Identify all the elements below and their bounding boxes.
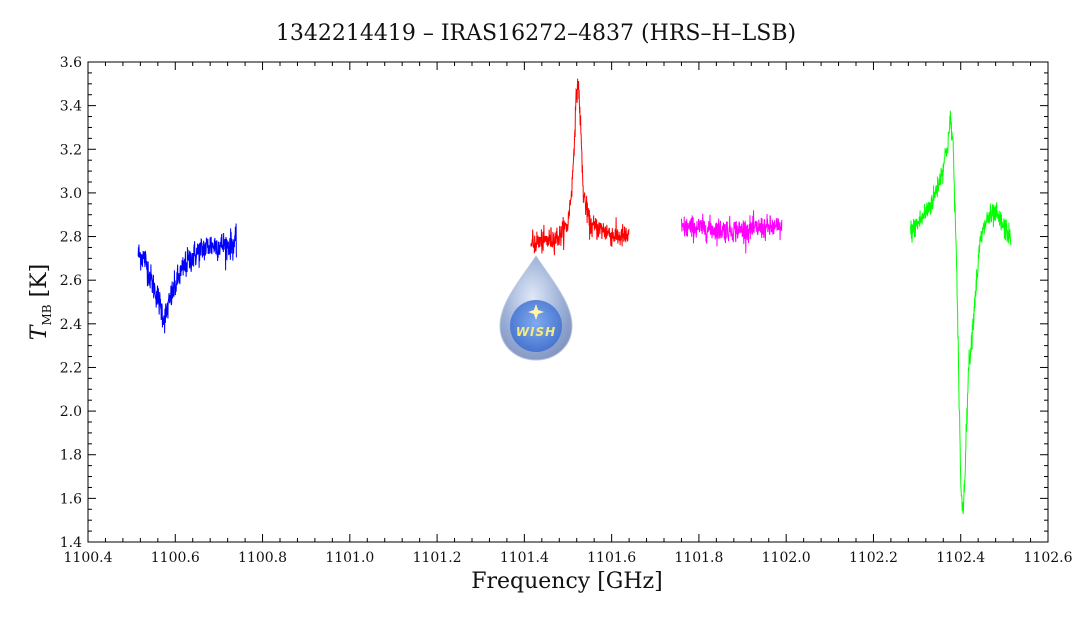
series-line-4 bbox=[910, 110, 1012, 515]
plot-frame bbox=[87, 61, 1049, 543]
y-tick-label: 2.6 bbox=[60, 273, 82, 289]
y-tick-label: 2.2 bbox=[60, 360, 82, 376]
x-tick-label: 1101.8 bbox=[674, 550, 723, 566]
x-axis-ticks: 1100.4 1100.6 1100.8 1101.0 1101.2 1101.4 1101… bbox=[64, 62, 1072, 566]
y-tick-label: 2.4 bbox=[60, 317, 82, 333]
x-tick-label: 1100.6 bbox=[151, 550, 200, 566]
series-line-3 bbox=[680, 210, 783, 254]
wish-logo: WISH bbox=[499, 255, 573, 361]
x-tick-label: 1102.0 bbox=[762, 550, 811, 566]
x-tick-label: 1102.2 bbox=[849, 550, 898, 566]
star-icon bbox=[528, 304, 544, 320]
y-axis-ticks: 1.4 1.6 1.8 2.0 2.2 2.4 2.6 2.8 3.0 3.2 3.4 3.6 bbox=[60, 55, 1048, 551]
y-tick-label: 3.6 bbox=[60, 55, 82, 71]
x-axis-label: Frequency [GHz] bbox=[471, 569, 663, 594]
x-tick-label: 1100.4 bbox=[64, 550, 113, 566]
x-tick-label: 1100.8 bbox=[238, 550, 287, 566]
x-tick-label: 1102.4 bbox=[936, 550, 985, 566]
series-line-1 bbox=[137, 223, 237, 334]
x-tick-label: 1101.2 bbox=[413, 550, 462, 566]
series-line-2 bbox=[530, 78, 630, 256]
x-tick-label: 1101.4 bbox=[500, 550, 549, 566]
y-tick-label: 1.6 bbox=[60, 491, 82, 507]
chart-title: 1342214419 – IRAS16272–4837 (HRS–H–LSB) bbox=[276, 21, 796, 46]
y-tick-label: 3.4 bbox=[60, 99, 82, 115]
y-axis-label: TMB [K] bbox=[27, 264, 54, 340]
x-tick-label: 1101.0 bbox=[325, 550, 374, 566]
x-tick-label: 1101.6 bbox=[587, 550, 636, 566]
y-tick-label: 1.4 bbox=[60, 535, 82, 551]
plot-series bbox=[137, 78, 1012, 515]
y-tick-label: 1.8 bbox=[60, 448, 82, 464]
y-tick-label: 2.0 bbox=[60, 404, 82, 420]
y-tick-label: 3.0 bbox=[60, 186, 82, 202]
y-tick-label: 3.2 bbox=[60, 142, 82, 158]
wish-logo-text: WISH bbox=[516, 325, 556, 339]
y-tick-label: 2.8 bbox=[60, 230, 82, 246]
x-tick-label: 1102.6 bbox=[1024, 550, 1072, 566]
